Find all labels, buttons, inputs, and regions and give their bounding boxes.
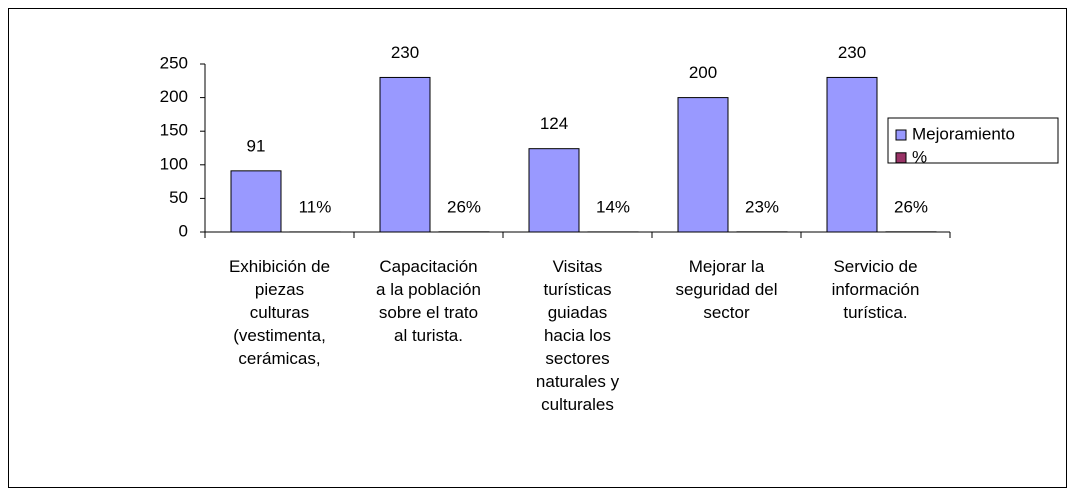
data-label: 230 bbox=[838, 43, 866, 62]
bar bbox=[677, 97, 729, 233]
data-label: 200 bbox=[689, 63, 717, 82]
data-label: 11% bbox=[299, 197, 332, 216]
y-tick-label: 200 bbox=[160, 87, 188, 106]
y-tick-label: 50 bbox=[169, 188, 188, 207]
y-tick-label: 0 bbox=[179, 221, 188, 240]
data-label: 230 bbox=[391, 43, 419, 62]
legend-label: Mejoramiento bbox=[912, 124, 1015, 143]
data-label: 23% bbox=[745, 197, 779, 216]
legend-swatch bbox=[895, 129, 907, 141]
legend-label: % bbox=[912, 147, 927, 166]
y-tick-label: 150 bbox=[160, 121, 188, 140]
chart-frame bbox=[8, 8, 1067, 488]
bar bbox=[826, 76, 878, 233]
bar bbox=[379, 76, 431, 233]
data-label: 26% bbox=[447, 197, 481, 216]
legend-box bbox=[887, 117, 1059, 164]
data-label: 26% bbox=[894, 197, 928, 216]
x-tick-label: Capacitación a la población sobre el tra… bbox=[376, 257, 481, 345]
x-tick-label: Exhibición de piezas culturas (vestiment… bbox=[228, 257, 331, 368]
bar bbox=[528, 148, 580, 233]
data-label: 14% bbox=[596, 197, 630, 216]
data-label: 91 bbox=[247, 136, 266, 155]
legend-swatch bbox=[895, 152, 907, 164]
data-label: 124 bbox=[540, 114, 568, 133]
y-tick-label: 250 bbox=[160, 53, 188, 72]
x-tick-label: Mejorar la seguridad del sector bbox=[675, 257, 778, 322]
x-tick-label: Servicio de información turística. bbox=[831, 257, 920, 322]
bar bbox=[230, 170, 282, 233]
y-tick-label: 100 bbox=[160, 154, 188, 173]
x-tick-label: Visitas turísticas guiadas hacia los sec… bbox=[535, 257, 620, 414]
